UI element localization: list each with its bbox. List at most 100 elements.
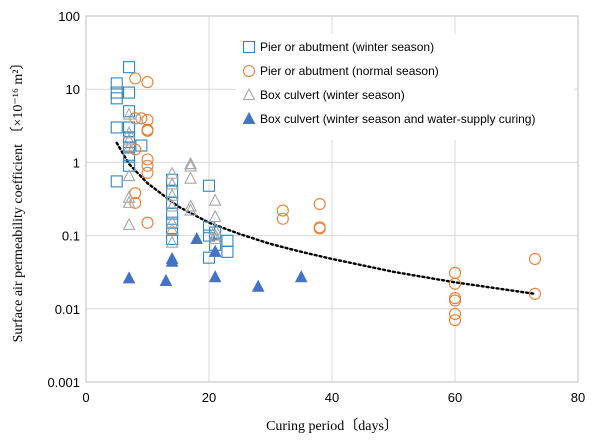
data-point xyxy=(122,107,136,120)
data-point xyxy=(129,143,142,156)
data-point xyxy=(202,229,216,242)
legend-marker xyxy=(242,111,256,124)
data-point xyxy=(448,277,462,290)
data-point xyxy=(202,251,216,264)
y-tick-label: 10 xyxy=(66,82,80,97)
data-point xyxy=(141,159,154,172)
data-point xyxy=(294,270,308,283)
data-point xyxy=(313,222,326,235)
data-point xyxy=(184,171,197,184)
data-point xyxy=(122,126,136,139)
legend-marker xyxy=(242,40,256,54)
data-point xyxy=(448,307,462,321)
data-point xyxy=(110,175,123,188)
data-point xyxy=(208,231,222,244)
data-point xyxy=(208,209,222,222)
data-point xyxy=(208,244,222,257)
data-point xyxy=(123,86,136,99)
data-point xyxy=(251,279,265,292)
legend-label: Box culvert (winter season) xyxy=(260,88,405,102)
y-tick-label: 100 xyxy=(58,9,80,24)
trendline-group xyxy=(115,141,537,296)
data-point xyxy=(122,168,136,182)
data-point xyxy=(141,153,154,166)
data-point xyxy=(110,77,123,90)
data-point xyxy=(184,156,197,170)
data-points xyxy=(110,61,542,327)
data-point xyxy=(221,245,234,258)
y-tick-label: 1 xyxy=(73,155,80,170)
y-tick-label: 0.1 xyxy=(62,229,80,244)
data-point xyxy=(166,207,179,220)
legend-label: Pier or abutment (winter season) xyxy=(260,40,434,54)
data-point xyxy=(208,222,222,235)
data-point xyxy=(159,273,173,286)
x-tick-labels: 0 20 40 60 80 xyxy=(82,390,585,405)
data-point xyxy=(208,228,222,241)
legend-label: Pier or abutment (normal season) xyxy=(260,64,439,78)
data-point xyxy=(165,235,179,248)
y-tick-label: 0.01 xyxy=(55,302,80,317)
legend-box xyxy=(236,34,574,140)
x-tick-label: 40 xyxy=(325,390,339,405)
data-point xyxy=(110,92,123,105)
x-tick-label: 60 xyxy=(448,390,462,405)
data-point xyxy=(122,140,136,153)
trendline xyxy=(115,141,537,296)
series-2 xyxy=(129,72,542,327)
data-point xyxy=(276,212,289,225)
data-point xyxy=(123,121,136,134)
data-point xyxy=(276,204,289,217)
data-point xyxy=(122,133,136,146)
series-4 xyxy=(122,231,308,292)
data-point xyxy=(528,252,542,265)
data-point xyxy=(123,150,136,163)
data-point xyxy=(129,196,142,209)
data-point xyxy=(123,105,136,118)
data-point xyxy=(165,199,179,212)
data-point xyxy=(123,61,136,74)
data-point xyxy=(165,254,179,267)
data-point xyxy=(141,76,154,89)
data-point xyxy=(184,159,197,172)
data-point xyxy=(208,270,222,283)
data-point xyxy=(141,216,154,229)
y-tick-labels: 0.001 0.01 0.1 1 10 100 xyxy=(47,9,80,390)
y-tick-label: 0.001 xyxy=(47,375,80,390)
data-point xyxy=(184,199,197,212)
legend-marker xyxy=(242,64,256,78)
x-axis-title: Curing period〔days〕 xyxy=(266,418,398,434)
data-point xyxy=(135,139,148,152)
data-point xyxy=(528,287,542,300)
data-point xyxy=(135,112,148,125)
data-point xyxy=(208,193,222,206)
data-point xyxy=(184,203,197,216)
data-point xyxy=(122,217,136,230)
data-point xyxy=(141,166,154,179)
data-point xyxy=(166,232,179,245)
legend-label: Box culvert (winter season and water-sup… xyxy=(260,112,535,126)
series-3 xyxy=(122,107,222,248)
data-point xyxy=(141,124,154,137)
data-point xyxy=(122,195,136,208)
data-point xyxy=(166,173,179,186)
data-point xyxy=(313,197,326,211)
data-point xyxy=(122,190,136,203)
data-point xyxy=(448,294,462,307)
data-point xyxy=(110,121,123,134)
data-point xyxy=(190,231,204,244)
data-point xyxy=(165,222,179,235)
legend-marker xyxy=(242,87,256,101)
data-point xyxy=(202,179,216,192)
data-point xyxy=(165,215,179,228)
data-point xyxy=(129,72,142,85)
x-tick-label: 80 xyxy=(571,390,585,405)
data-point xyxy=(129,112,142,125)
data-point xyxy=(448,314,462,327)
y-axis-title: Surface air permeability coefficient 〔×1… xyxy=(10,56,26,343)
legend: Pier or abutment (winter season) Pier or … xyxy=(236,34,574,140)
x-tick-label: 0 xyxy=(82,390,89,405)
data-point xyxy=(122,271,136,284)
x-tick-label: 20 xyxy=(202,390,216,405)
